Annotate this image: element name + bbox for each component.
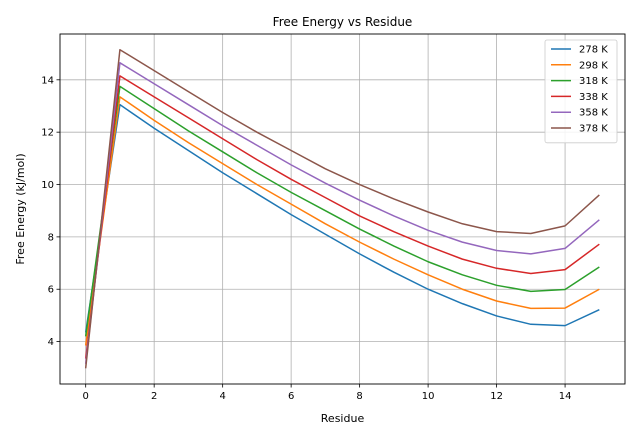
x-tick-label: 6 bbox=[288, 391, 294, 402]
legend-box bbox=[544, 39, 618, 144]
y-tick-label: 4 bbox=[48, 337, 54, 348]
legend-label: 358 K bbox=[579, 108, 608, 119]
axis-ticks: 0 2 4 6 8 10 12 14 4 6 8 10 12 14 bbox=[41, 75, 571, 402]
y-axis-title: Free Energy (kJ/mol) bbox=[14, 153, 27, 264]
y-tick-label: 8 bbox=[48, 232, 54, 243]
y-tick-label: 10 bbox=[41, 180, 54, 191]
legend-label: 318 K bbox=[579, 76, 608, 87]
x-tick-label: 14 bbox=[559, 391, 572, 402]
x-tick-label: 10 bbox=[422, 391, 435, 402]
legend: 278 K 298 K 318 K 338 K 358 K 378 K bbox=[544, 39, 618, 144]
legend-label: 338 K bbox=[579, 92, 608, 103]
chart-title: Free Energy vs Residue bbox=[273, 15, 413, 29]
series-line-2 bbox=[84, 96, 600, 346]
x-tick-label: 8 bbox=[356, 391, 362, 402]
x-axis-title: Residue bbox=[321, 412, 365, 425]
y-tick-label: 14 bbox=[41, 75, 54, 86]
series-line-6 bbox=[84, 48, 600, 369]
x-tick-label: 4 bbox=[219, 391, 225, 402]
x-tick-label: 0 bbox=[82, 391, 88, 402]
y-tick-label: 6 bbox=[48, 285, 54, 296]
series-line-1 bbox=[84, 103, 600, 333]
x-tick-label: 2 bbox=[151, 391, 157, 402]
x-tick-label: 12 bbox=[490, 391, 503, 402]
series-line-4 bbox=[84, 75, 600, 359]
plot-frame bbox=[59, 33, 626, 385]
series-lines bbox=[84, 48, 600, 369]
series-line-5 bbox=[84, 62, 600, 364]
y-tick-label: 12 bbox=[41, 128, 54, 139]
legend-label: 298 K bbox=[579, 60, 608, 71]
series-line-3 bbox=[84, 85, 600, 337]
legend-label: 378 K bbox=[579, 124, 608, 135]
legend-label: 278 K bbox=[579, 45, 608, 56]
